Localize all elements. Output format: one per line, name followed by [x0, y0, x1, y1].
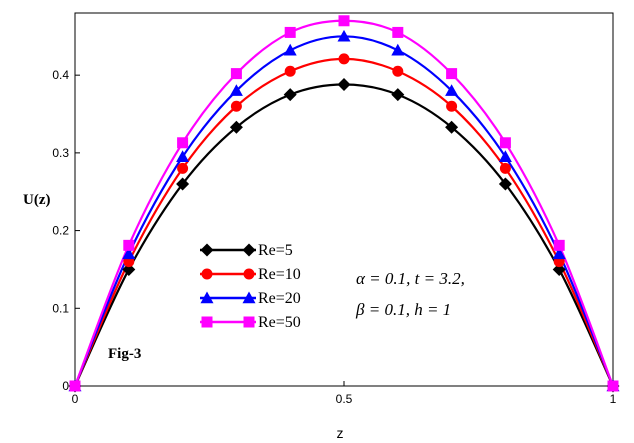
y-tick-label: 0.1: [52, 301, 69, 315]
legend-marker-re-10: [243, 268, 255, 280]
data-point-re-20: [552, 247, 566, 260]
data-point-re-50: [392, 26, 404, 38]
data-point-re-50: [69, 380, 81, 392]
x-tick-label: 1: [610, 392, 617, 406]
y-tick-label: 0.3: [52, 146, 69, 160]
legend: Re=5 Re=10 Re=20 Re=50: [200, 242, 301, 331]
data-point-re-20: [176, 150, 190, 162]
data-point-re-50: [284, 26, 296, 38]
data-point-re-20: [445, 84, 459, 96]
x-tick-label: 0: [72, 392, 79, 406]
data-point-re-50: [607, 380, 619, 392]
param-line-2: β = 0.1, h = 1: [355, 300, 451, 319]
series-markers: [68, 15, 620, 393]
data-point-re-50: [499, 137, 511, 149]
data-point-re-5: [283, 88, 297, 102]
data-point-re-10: [499, 162, 511, 174]
data-point-re-50: [123, 239, 135, 251]
data-point-re-50: [338, 15, 350, 27]
legend-marker-re-5: [200, 243, 214, 257]
data-point-re-50: [553, 239, 565, 251]
data-point-re-5: [552, 262, 566, 276]
data-point-re-20: [122, 247, 136, 260]
legend-label-re-20: Re=20: [258, 290, 301, 307]
x-axis-label: z: [337, 425, 344, 441]
y-tick-label: 0.2: [52, 224, 69, 238]
series-lines: [73, 19, 615, 387]
y-tick-label: 0: [62, 379, 69, 393]
data-point-re-20: [498, 150, 512, 162]
data-point-re-5: [337, 77, 351, 91]
data-point-re-20: [391, 43, 405, 56]
data-point-re-5: [498, 177, 512, 191]
legend-label-re-5: Re=5: [258, 242, 293, 259]
data-point-re-50: [177, 137, 189, 149]
y-axis-label: U(z): [23, 192, 50, 208]
legend-marker-re-20: [200, 291, 214, 304]
data-point-re-5: [229, 120, 243, 134]
data-point-re-5: [391, 88, 405, 102]
data-point-re-10: [230, 100, 242, 112]
series-line-re-5: [74, 83, 614, 387]
axis-ticks: 0 0.5 1 0 0.1 0.2 0.3 0.4: [52, 68, 616, 406]
data-point-re-10: [392, 65, 404, 77]
data-point-re-10: [284, 65, 296, 77]
data-point-re-20: [337, 29, 351, 42]
legend-marker-re-20: [242, 291, 256, 304]
data-point-re-5: [122, 262, 136, 276]
legend-label-re-10: Re=10: [258, 266, 301, 283]
data-point-re-20: [283, 43, 297, 56]
legend-marker-re-5: [242, 243, 256, 257]
data-point-re-5: [176, 177, 190, 191]
data-point-re-10: [338, 53, 350, 65]
x-tick-label: 0.5: [336, 392, 353, 406]
legend-marker-re-50: [201, 316, 213, 328]
legend-marker-re-50: [243, 316, 255, 328]
legend-marker-re-10: [201, 268, 213, 280]
param-line-1: α = 0.1, t = 3.2,: [356, 269, 465, 288]
data-point-re-5: [445, 120, 459, 134]
data-point-re-10: [177, 162, 189, 174]
data-point-re-20: [229, 84, 243, 96]
y-tick-label: 0.4: [52, 68, 69, 82]
data-point-re-50: [230, 68, 242, 80]
data-point-re-10: [446, 100, 458, 112]
legend-label-re-50: Re=50: [258, 314, 301, 331]
data-point-re-50: [446, 68, 458, 80]
fig-label: Fig-3: [108, 346, 141, 362]
